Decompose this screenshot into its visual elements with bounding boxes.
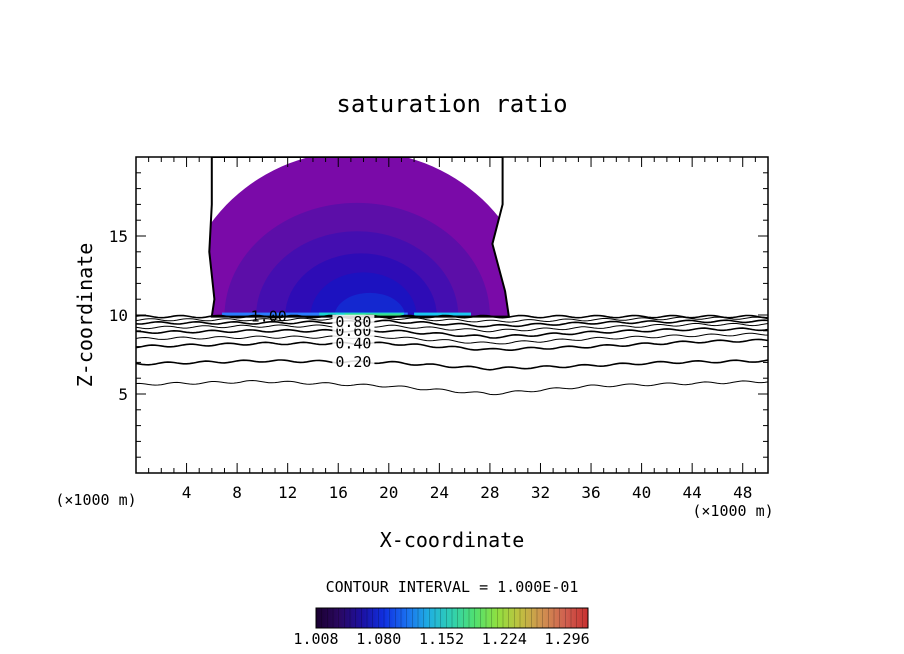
colorbar-tick-label: 1.080 — [356, 630, 401, 648]
contour-line — [136, 322, 768, 333]
chart-title: saturation ratio — [336, 90, 567, 118]
contour-line — [136, 338, 768, 351]
colorbar-gradient — [315, 607, 589, 629]
y-axis-label: Z-coordinate — [73, 243, 97, 388]
x-axis-label: X-coordinate — [380, 528, 525, 552]
y-tick-label: 15 — [109, 227, 128, 246]
colorbar-tick-label: 1.296 — [544, 630, 589, 648]
colorbar-tick-label: 1.152 — [419, 630, 464, 648]
x-tick-label: 48 — [733, 483, 752, 502]
contour-line — [136, 319, 768, 328]
contour-line — [136, 314, 768, 319]
contour-line — [136, 359, 768, 371]
x-tick-label: 28 — [480, 483, 499, 502]
x-tick-label: 32 — [531, 483, 550, 502]
x-tick-label: 4 — [182, 483, 192, 502]
contour-interval-label: CONTOUR INTERVAL = 1.000E-01 — [326, 578, 579, 596]
x-tick-label: 12 — [278, 483, 297, 502]
contour-line — [136, 379, 768, 396]
x-tick-label: 8 — [232, 483, 242, 502]
surface-band — [414, 312, 471, 316]
contour-label: 1.00 — [251, 308, 287, 326]
x-tick-label: 40 — [632, 483, 651, 502]
x-axis-units-right: (×1000 m) — [692, 502, 773, 520]
x-tick-label: 36 — [581, 483, 600, 502]
x-tick-label: 24 — [430, 483, 449, 502]
contour-line — [136, 327, 768, 339]
contour-label: 0.80 — [335, 313, 371, 331]
contour-label: 0.20 — [335, 353, 371, 371]
surface-band — [221, 312, 408, 318]
x-tick-label: 44 — [683, 483, 702, 502]
x-tick-label: 16 — [329, 483, 348, 502]
y-tick-label: 5 — [118, 385, 128, 404]
contour-line — [136, 316, 768, 323]
y-tick-label: 10 — [109, 306, 128, 325]
colorbar: 1.008 1.080 1.152 1.224 1.296 — [293, 607, 590, 648]
contour-label: 0.40 — [335, 334, 371, 352]
colorbar-tick-label: 1.224 — [482, 630, 527, 648]
colorbar-tick-label: 1.008 — [293, 630, 338, 648]
x-tick-label: 20 — [379, 483, 398, 502]
contour-line — [136, 332, 768, 345]
x-axis-units-left: (×1000 m) — [55, 491, 136, 509]
